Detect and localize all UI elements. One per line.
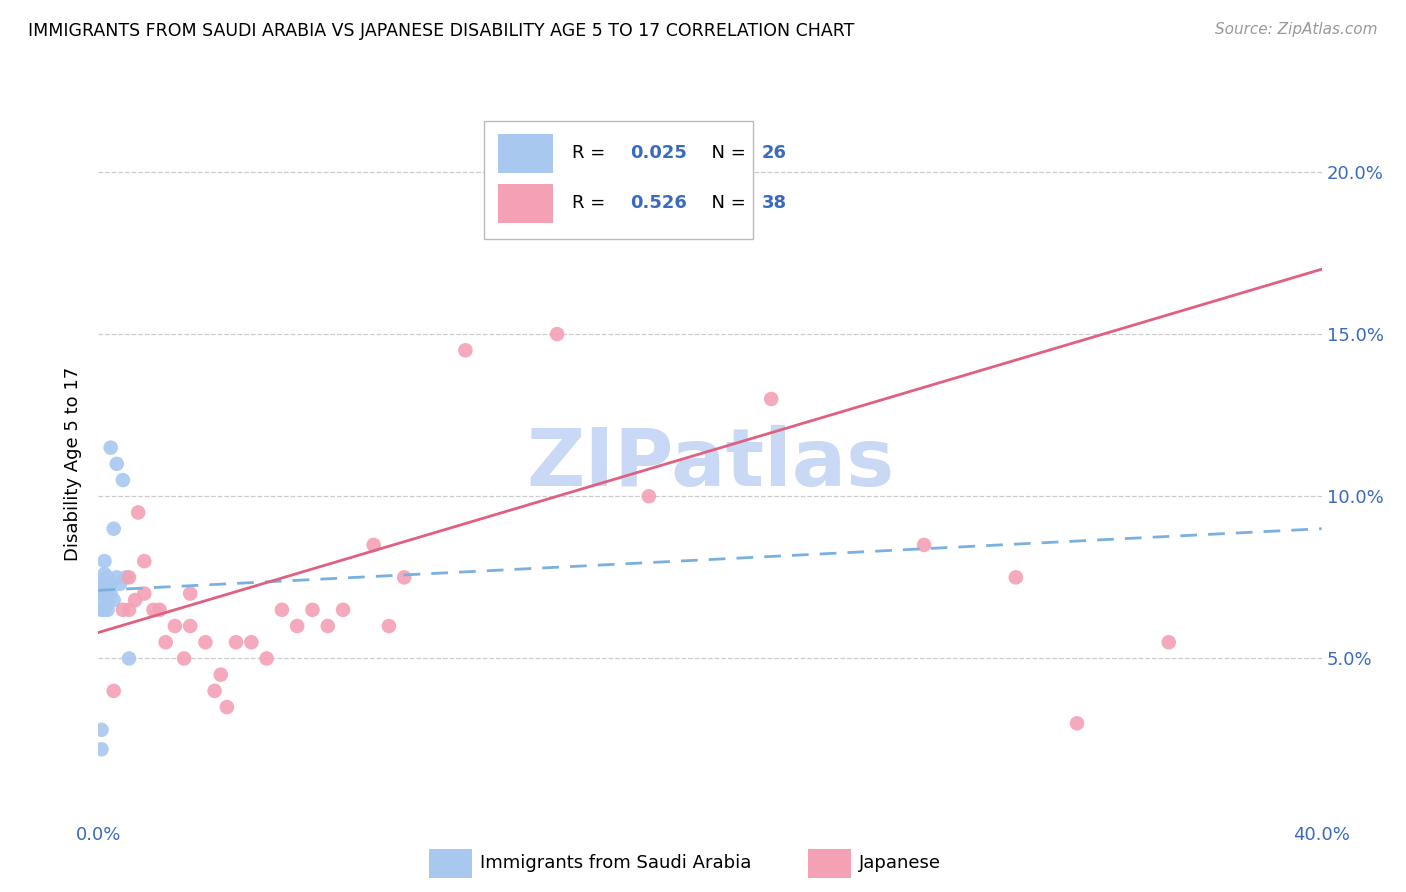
FancyBboxPatch shape — [484, 121, 752, 239]
Point — [270, 603, 292, 617]
Point — [93, 586, 115, 600]
Point — [111, 473, 134, 487]
FancyBboxPatch shape — [498, 184, 554, 223]
Point — [118, 603, 141, 617]
Text: 26: 26 — [762, 145, 786, 162]
Text: IMMIGRANTS FROM SAUDI ARABIA VS JAPANESE DISABILITY AGE 5 TO 17 CORRELATION CHAR: IMMIGRANTS FROM SAUDI ARABIA VS JAPANESE… — [28, 22, 855, 40]
Point — [103, 684, 125, 698]
Point — [93, 577, 115, 591]
Text: 38: 38 — [762, 194, 786, 212]
Point — [103, 522, 125, 536]
Point — [179, 586, 201, 600]
Point — [108, 577, 131, 591]
Point — [912, 538, 935, 552]
Point — [118, 570, 141, 584]
Point — [256, 651, 278, 665]
Text: Japanese: Japanese — [859, 855, 941, 872]
Text: Immigrants from Saudi Arabia: Immigrants from Saudi Arabia — [479, 855, 751, 872]
Point — [378, 619, 401, 633]
Text: 0.526: 0.526 — [630, 194, 688, 212]
Point — [759, 392, 782, 406]
Point — [93, 554, 115, 568]
Point — [215, 700, 238, 714]
Point — [103, 593, 125, 607]
Point — [90, 577, 112, 591]
Text: N =: N = — [700, 145, 752, 162]
Point — [1157, 635, 1180, 649]
Point — [100, 441, 122, 455]
Point — [111, 603, 134, 617]
Point — [301, 603, 323, 617]
Point — [363, 538, 385, 552]
Point — [127, 506, 149, 520]
FancyBboxPatch shape — [429, 849, 471, 878]
Y-axis label: Disability Age 5 to 17: Disability Age 5 to 17 — [65, 367, 83, 561]
Point — [546, 327, 568, 342]
Point — [155, 635, 177, 649]
Point — [134, 554, 156, 568]
Point — [134, 586, 156, 600]
Point — [179, 619, 201, 633]
Point — [316, 619, 339, 633]
Text: R =: R = — [572, 194, 610, 212]
Text: N =: N = — [700, 194, 752, 212]
Point — [90, 603, 112, 617]
Point — [204, 684, 226, 698]
Point — [194, 635, 217, 649]
Point — [454, 343, 477, 358]
Point — [225, 635, 247, 649]
Point — [209, 667, 232, 681]
Point — [173, 651, 195, 665]
Point — [97, 570, 120, 584]
Point — [105, 457, 128, 471]
Point — [285, 619, 308, 633]
Point — [240, 635, 263, 649]
Point — [100, 586, 122, 600]
Point — [115, 570, 138, 584]
Point — [93, 567, 115, 582]
Text: Source: ZipAtlas.com: Source: ZipAtlas.com — [1215, 22, 1378, 37]
Point — [93, 596, 115, 610]
Point — [637, 489, 661, 503]
Point — [118, 651, 141, 665]
Point — [124, 593, 146, 607]
Point — [90, 742, 112, 756]
Point — [332, 603, 354, 617]
Point — [105, 570, 128, 584]
Point — [163, 619, 186, 633]
Point — [149, 603, 172, 617]
FancyBboxPatch shape — [498, 134, 554, 173]
Point — [97, 603, 120, 617]
FancyBboxPatch shape — [808, 849, 851, 878]
Point — [90, 586, 112, 600]
Point — [90, 723, 112, 737]
Point — [93, 603, 115, 617]
Point — [100, 577, 122, 591]
Point — [97, 580, 120, 594]
Point — [142, 603, 165, 617]
Text: ZIPatlas: ZIPatlas — [526, 425, 894, 503]
Point — [1066, 716, 1088, 731]
Point — [392, 570, 416, 584]
Point — [97, 593, 120, 607]
Text: 0.025: 0.025 — [630, 145, 688, 162]
Point — [1004, 570, 1026, 584]
Text: R =: R = — [572, 145, 610, 162]
